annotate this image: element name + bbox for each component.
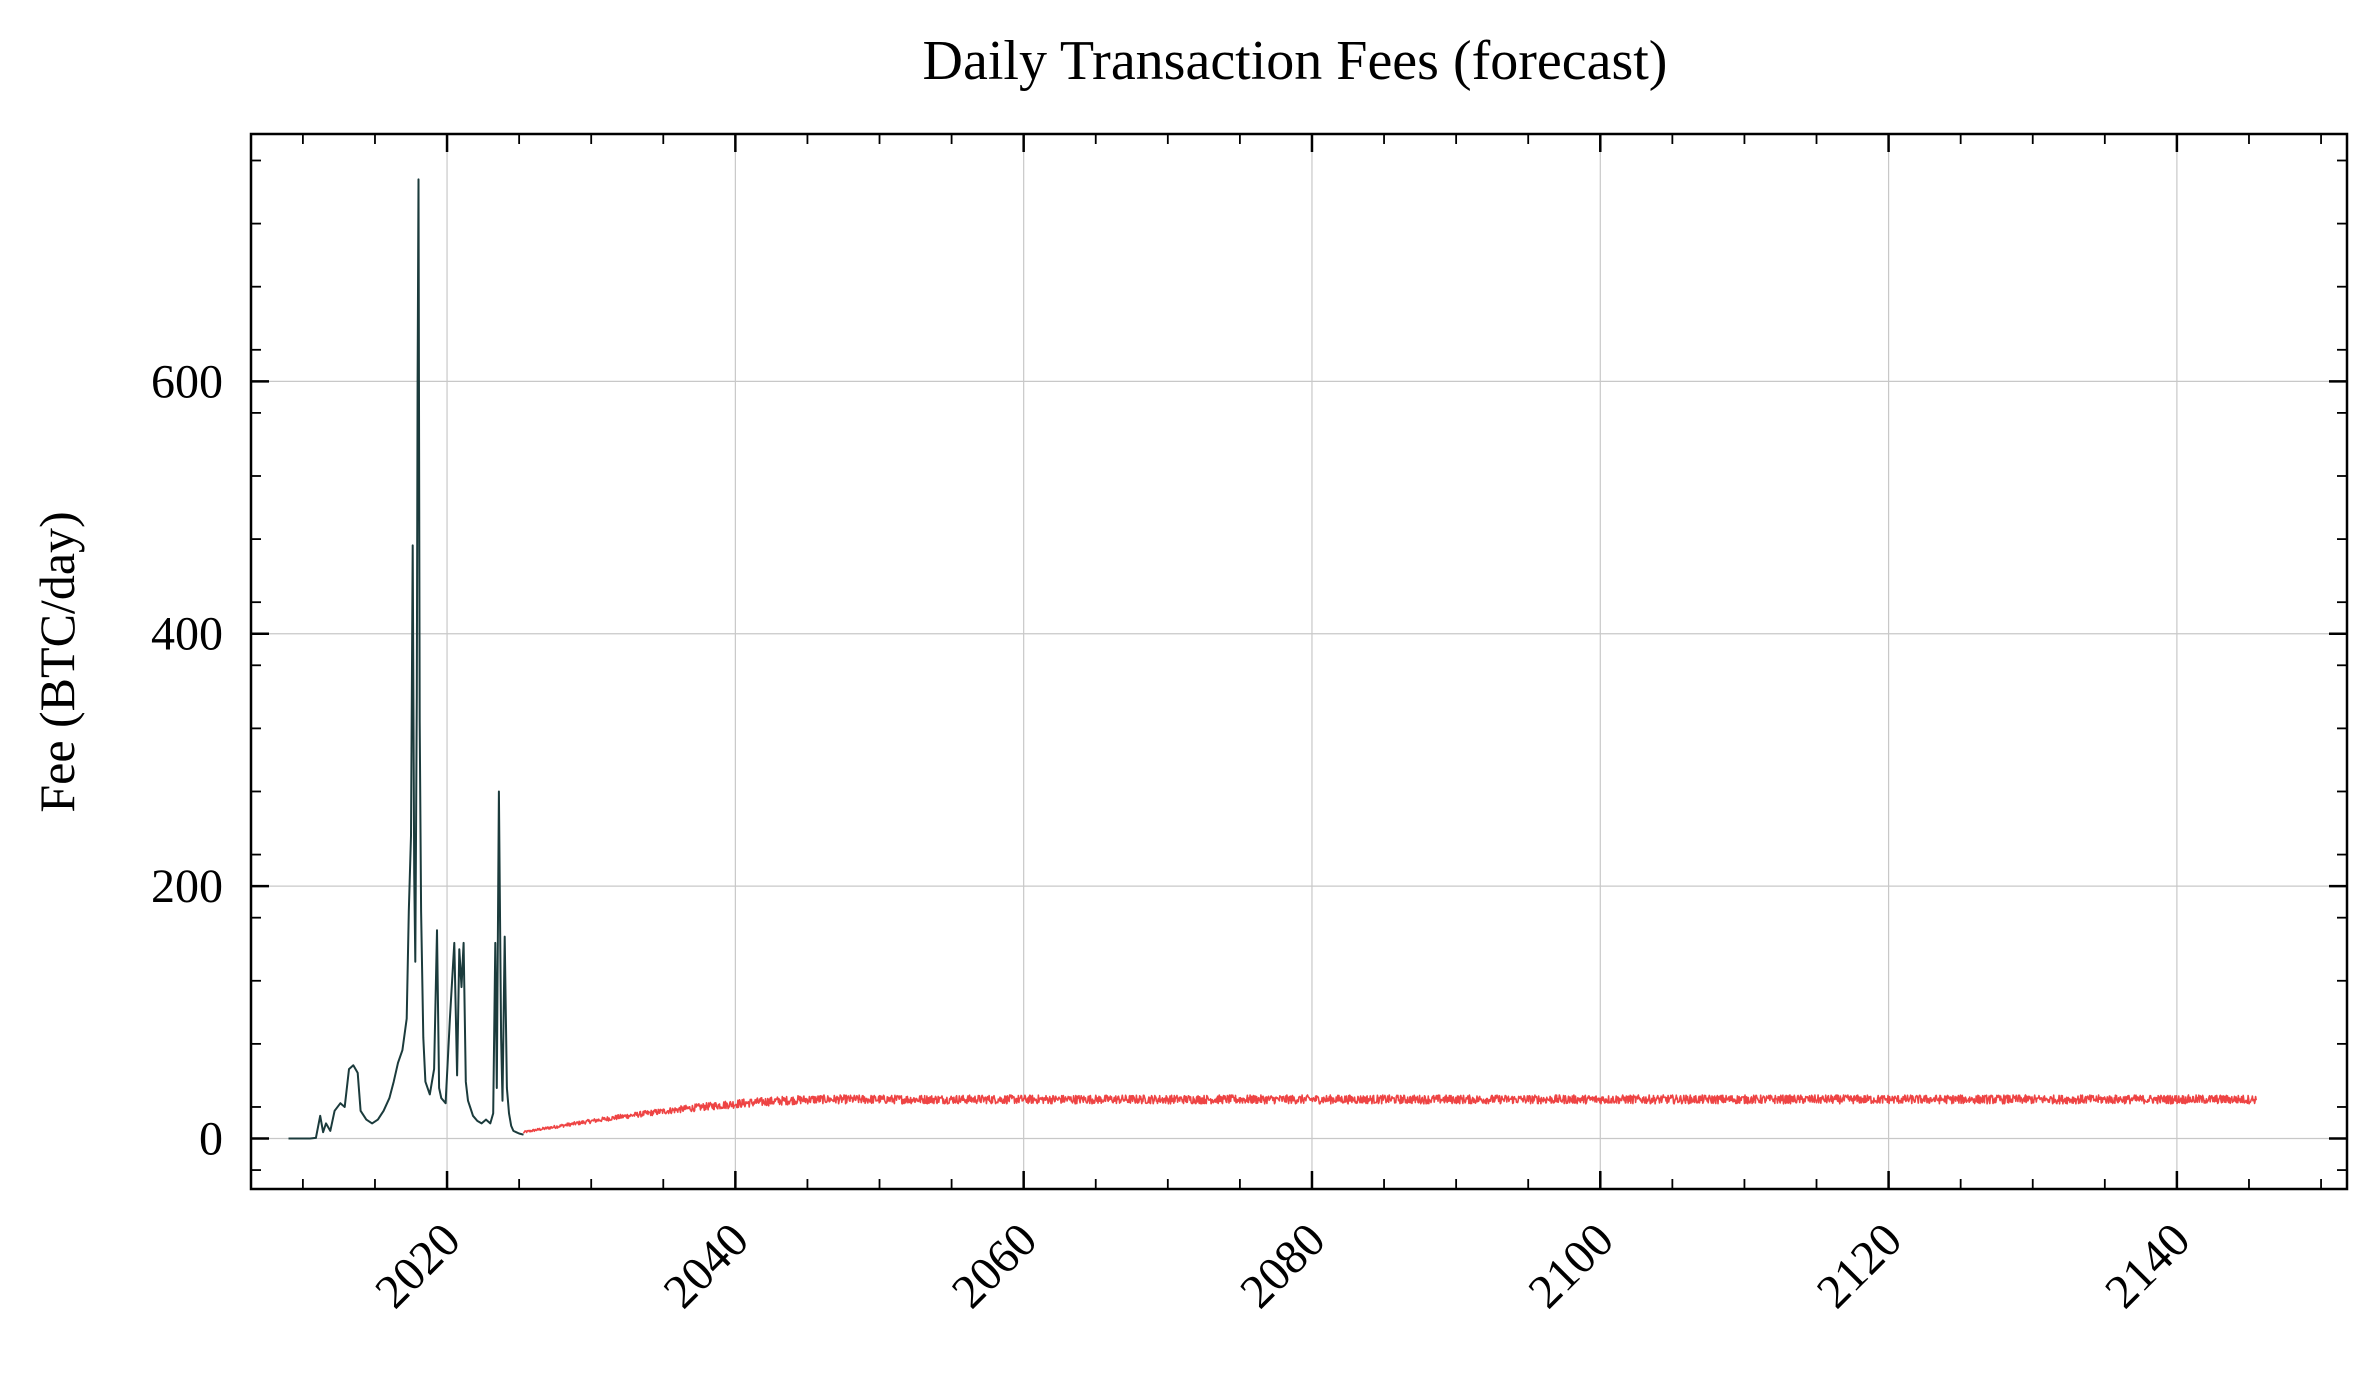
chart-title: Daily Transaction Fees (forecast) bbox=[923, 30, 1668, 92]
x-tick-label: 2100 bbox=[1518, 1213, 1623, 1318]
plot-frame bbox=[249, 132, 2349, 1191]
y-tick-labels: 0 200 400 600 bbox=[151, 355, 223, 1165]
x-tick-label: 2020 bbox=[365, 1213, 470, 1318]
grid-lines bbox=[251, 134, 2347, 1189]
y-tick-label: 0 bbox=[199, 1113, 223, 1166]
x-tick-label: 2120 bbox=[1807, 1213, 1912, 1318]
x-tick-label: 2040 bbox=[654, 1213, 759, 1318]
x-tick-label: 2080 bbox=[1230, 1213, 1335, 1318]
y-tick-label: 400 bbox=[151, 608, 223, 661]
x-tick-labels: 2020 2040 2060 2080 2100 2120 2140 bbox=[365, 1213, 2200, 1318]
historical-series-line bbox=[288, 178, 524, 1140]
y-tick-label: 600 bbox=[151, 355, 223, 408]
axis-ticks bbox=[251, 134, 2347, 1189]
y-tick-label: 200 bbox=[151, 860, 223, 913]
forecast-series-line bbox=[522, 1094, 2257, 1134]
x-tick-label: 2140 bbox=[2095, 1213, 2200, 1318]
x-tick-label: 2060 bbox=[942, 1213, 1047, 1318]
y-axis-label: Fee (BTC/day) bbox=[29, 511, 85, 812]
series-layer bbox=[288, 178, 2257, 1140]
